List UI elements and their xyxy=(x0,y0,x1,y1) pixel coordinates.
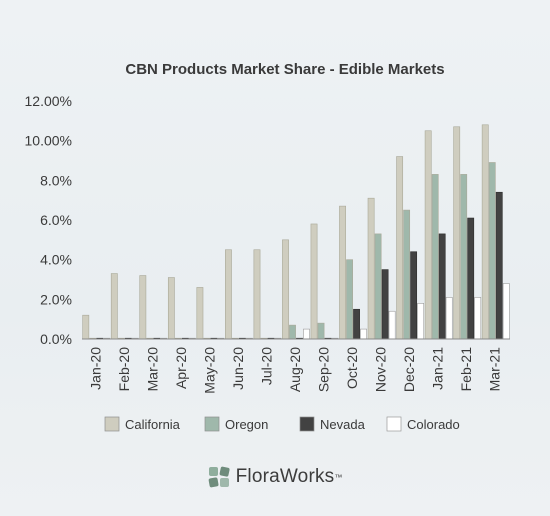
y-tick-label: 10.00% xyxy=(25,133,72,149)
y-tick-label: 4.0% xyxy=(40,252,72,268)
bar-oregon-dec-20 xyxy=(403,209,411,340)
y-tick-label: 2.0% xyxy=(40,291,72,307)
x-tick-label: Aug-20 xyxy=(287,347,303,392)
bar-california-jan-21 xyxy=(424,130,432,340)
bar-california-may-20 xyxy=(196,287,204,340)
bar-nevada-mar-21 xyxy=(495,191,503,340)
x-tick-label: Sep-20 xyxy=(316,347,332,392)
bar-colorado-jan-21 xyxy=(445,297,453,340)
bar-california-jun-20 xyxy=(225,249,232,340)
bar-oregon-jan-21 xyxy=(431,174,439,340)
y-axis: 0.0% 2.0% 4.0% 6.0% 8.0% 10.00% 12.00% xyxy=(25,93,72,347)
bar-oregon-aug-20 xyxy=(289,324,296,340)
bar-oregon-oct-20 xyxy=(346,259,353,340)
bar-colorado-dec-20 xyxy=(417,302,425,340)
bar-oregon-nov-20 xyxy=(374,233,382,340)
x-tick-label: May-20 xyxy=(201,347,217,394)
chart-canvas: CBN Products Market Share - Edible Marke… xyxy=(25,61,510,432)
bar-california-jul-20 xyxy=(253,249,261,340)
legend-label-colorado: Colorado xyxy=(407,417,460,432)
bar-california-aug-20 xyxy=(282,239,289,340)
legend-label-california: California xyxy=(125,417,181,432)
x-tick-label: Oct-20 xyxy=(344,347,360,389)
bar-oregon-feb-21 xyxy=(460,174,468,340)
y-tick-label: 0.0% xyxy=(40,331,72,347)
y-tick-label: 12.00% xyxy=(25,93,72,109)
bar-california-sep-20 xyxy=(310,223,318,340)
chart-title: CBN Products Market Share - Edible Marke… xyxy=(125,61,444,78)
x-tick-label: Apr-20 xyxy=(173,347,189,389)
x-tick-label: Feb-20 xyxy=(116,347,132,392)
bar-series-group xyxy=(82,124,510,340)
x-tick-label: Jun-20 xyxy=(230,347,246,390)
legend-swatch-california xyxy=(104,416,120,432)
x-tick-label: Mar-20 xyxy=(144,347,160,392)
brand-trademark: ™ xyxy=(334,472,343,482)
x-tick-label: Jan-20 xyxy=(87,347,103,390)
x-tick-label: Feb-21 xyxy=(458,347,474,392)
y-tick-label: 8.0% xyxy=(40,172,72,188)
bar-colorado-oct-20 xyxy=(360,328,367,340)
bar-colorado-aug-20 xyxy=(303,328,310,340)
bar-california-feb-20 xyxy=(110,273,118,340)
bar-california-oct-20 xyxy=(339,205,346,340)
bar-nevada-oct-20 xyxy=(353,308,360,340)
bar-oregon-sep-20 xyxy=(317,322,325,340)
legend-swatch-oregon xyxy=(204,416,220,432)
bar-california-dec-20 xyxy=(396,156,404,340)
bar-oregon-mar-21 xyxy=(488,162,496,340)
bar-colorado-mar-21 xyxy=(502,283,510,340)
brand-name: FloraWorks xyxy=(235,466,335,487)
bar-california-mar-20 xyxy=(139,275,147,340)
legend: California Oregon Nevada Colorado xyxy=(104,416,460,432)
bar-colorado-nov-20 xyxy=(388,310,396,340)
x-tick-label: Dec-20 xyxy=(401,347,417,392)
brand-logo: FloraWorks ™ xyxy=(0,462,550,492)
x-axis: Jan-20 Feb-20 Mar-20 Apr-20 May-20 Jun-20 Jul-… xyxy=(87,347,502,394)
legend-label-oregon: Oregon xyxy=(225,417,268,432)
legend-label-nevada: Nevada xyxy=(320,417,366,432)
bar-california-jan-20 xyxy=(82,314,90,340)
x-tick-label: Jan-21 xyxy=(430,347,446,390)
legend-swatch-nevada xyxy=(299,416,315,432)
x-tick-label: Nov-20 xyxy=(373,347,389,392)
bar-colorado-feb-21 xyxy=(474,297,482,340)
legend-swatch-colorado xyxy=(386,416,402,432)
bar-california-mar-21 xyxy=(481,124,489,340)
x-tick-label: Jul-20 xyxy=(258,347,274,385)
bar-nevada-nov-20 xyxy=(381,269,389,340)
bar-nevada-jan-21 xyxy=(438,233,446,340)
y-tick-label: 6.0% xyxy=(40,212,72,228)
bar-nevada-feb-21 xyxy=(467,217,475,340)
bar-nevada-dec-20 xyxy=(410,251,418,340)
bar-california-nov-20 xyxy=(367,197,375,340)
bar-california-apr-20 xyxy=(167,277,175,340)
bar-california-feb-21 xyxy=(453,126,461,340)
x-tick-label: Mar-21 xyxy=(487,347,503,392)
leaf-logo-icon xyxy=(208,466,230,488)
